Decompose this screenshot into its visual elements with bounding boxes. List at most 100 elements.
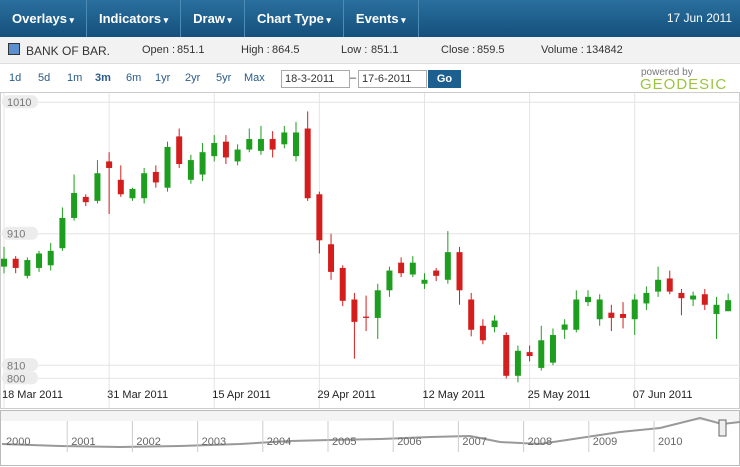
- x-tick-label: 15 Apr 2011: [212, 389, 271, 401]
- y-tick-label: 910: [7, 229, 25, 241]
- navigator-band: [1, 411, 739, 421]
- candle-body: [281, 132, 288, 145]
- y-label-bg: [2, 358, 38, 372]
- range-button[interactable]: 1yr: [155, 72, 171, 84]
- label: High :: [241, 44, 270, 56]
- candle-body: [152, 171, 159, 183]
- candle-body: [549, 335, 556, 363]
- candle-body: [234, 149, 241, 162]
- label: Open :: [142, 44, 176, 56]
- value: 134842: [586, 44, 623, 56]
- candle-body: [129, 189, 136, 199]
- range-button[interactable]: 3m: [95, 72, 111, 84]
- candle-body: [24, 260, 31, 276]
- candle-body: [363, 316, 370, 318]
- year-label: 2010: [658, 436, 682, 448]
- candle-body: [421, 279, 428, 284]
- quote-bar: BANK OF BAR. Open : 851.1 High : 864.5 L…: [0, 37, 740, 64]
- x-tick-label: 07 Jun 2011: [633, 389, 693, 401]
- symbol: BANK OF BAR.: [26, 44, 111, 58]
- candle-body: [444, 252, 451, 280]
- date: 17 Jun 2011: [666, 11, 732, 25]
- year-label: 2006: [397, 436, 421, 448]
- label: Volume :: [541, 44, 584, 56]
- toolbar: OverlaysIndicatorsDrawChart TypeEvents: [0, 0, 740, 37]
- year-label: 2009: [593, 436, 617, 448]
- candle-body: [339, 267, 346, 301]
- candle-body: [491, 320, 498, 328]
- range-button[interactable]: 2yr: [185, 72, 201, 84]
- candle-body: [117, 179, 124, 195]
- candle-body: [246, 139, 253, 150]
- candle-body: [655, 279, 662, 292]
- y-label-bg: [2, 95, 38, 109]
- candle-body: [409, 262, 416, 275]
- candle-body: [36, 253, 43, 268]
- menu-item[interactable]: Events: [344, 0, 419, 37]
- candle-body: [269, 139, 276, 150]
- year-label: 2003: [202, 436, 226, 448]
- checkbox[interactable]: [8, 43, 20, 55]
- candle-body: [304, 128, 311, 199]
- candle-body: [585, 296, 591, 303]
- candle-body: [713, 304, 720, 314]
- candle-body: [690, 295, 697, 300]
- value: 864.5: [272, 44, 300, 56]
- go-button[interactable]: Go: [428, 70, 461, 88]
- candle-body: [468, 299, 475, 330]
- candle-body: [631, 299, 638, 320]
- plot-border: [0, 92, 740, 409]
- brand: GEODESIC: [640, 76, 728, 93]
- range-button[interactable]: 5yr: [216, 72, 232, 84]
- navigator-line: [1, 416, 740, 449]
- range-button[interactable]: 5d: [38, 72, 51, 84]
- candle-body: [328, 244, 335, 272]
- range-button[interactable]: 1m: [67, 72, 83, 84]
- range-button[interactable]: 1d: [9, 72, 22, 84]
- year-label: 2008: [528, 436, 552, 448]
- candle-body: [59, 217, 66, 249]
- candle-body: [561, 324, 568, 330]
- candle-body: [678, 292, 685, 299]
- x-tick-label: 18 Mar 2011: [2, 389, 63, 401]
- candle-body: [94, 173, 101, 201]
- range-button[interactable]: Max: [244, 72, 265, 84]
- candle-body: [293, 132, 299, 157]
- to-input[interactable]: 17-6-2011: [358, 70, 427, 88]
- year-label: 2000: [6, 436, 30, 448]
- x-tick-label: 31 Mar 2011: [107, 389, 168, 401]
- y-tick-label: 800: [7, 373, 25, 385]
- candle-body: [1, 258, 7, 267]
- label: Close :: [441, 44, 476, 56]
- candle-body: [456, 252, 463, 291]
- candle-body: [643, 292, 650, 304]
- candle-body: [222, 141, 229, 158]
- year-label: 2005: [332, 436, 356, 448]
- candle-body: [106, 161, 113, 168]
- range-bar: 18-3-2011 – 17-6-2011 Go powered by GEOD…: [9, 67, 728, 93]
- x-tick-label: 12 May 2011: [422, 389, 485, 401]
- y-label-bg: [2, 226, 38, 240]
- candle-body: [479, 325, 486, 341]
- navigator: 2000 2001 2002 2003 2004 2005 2006 2007 2008 2009…: [0, 410, 740, 466]
- from-input[interactable]: 18-3-2011: [281, 70, 350, 88]
- candle-body: [351, 299, 358, 322]
- candle-body: [211, 142, 218, 157]
- powered-by: powered by: [641, 67, 693, 78]
- candle-body: [514, 350, 521, 376]
- year-label: 2002: [136, 436, 160, 448]
- candle-body: [141, 173, 148, 199]
- navigator-handle[interactable]: [718, 419, 727, 437]
- candle-body: [374, 290, 381, 318]
- range-button[interactable]: 6m: [126, 72, 142, 84]
- y-label-bg: [2, 371, 38, 385]
- candle-body: [187, 160, 194, 180]
- year-label: 2001: [71, 436, 95, 448]
- candle-body: [725, 300, 732, 312]
- x-tick-label: 29 Apr 2011: [317, 389, 376, 401]
- candle-body: [596, 299, 603, 320]
- y-tick-label: 1010: [7, 97, 31, 109]
- year-label: 2007: [462, 436, 486, 448]
